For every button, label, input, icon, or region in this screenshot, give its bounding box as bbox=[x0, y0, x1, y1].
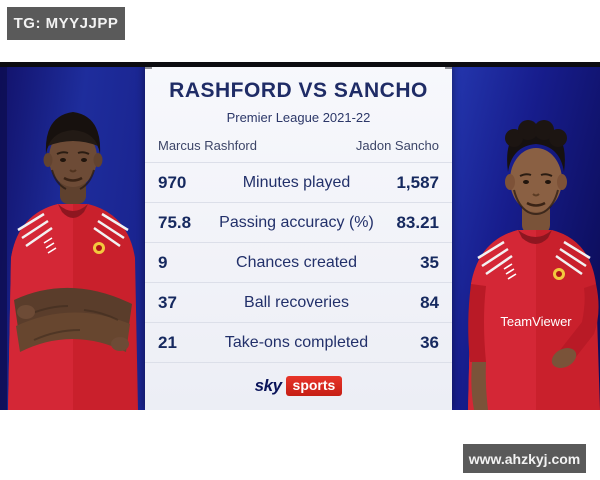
left-player-name: Marcus Rashford bbox=[158, 138, 257, 153]
sancho-value: 35 bbox=[420, 252, 439, 272]
adidas-mark bbox=[43, 237, 57, 254]
page-subtitle: Premier League 2021-22 bbox=[226, 110, 371, 125]
sky-logo-text: sky bbox=[254, 376, 282, 395]
sancho-value: 1,587 bbox=[396, 172, 439, 192]
sancho-value: 83.21 bbox=[396, 212, 439, 232]
player-names-row: Marcus Rashford Jadon Sancho bbox=[158, 138, 439, 153]
watermark-top-text: TG: MYYJJPP bbox=[13, 15, 119, 32]
table-row: 37 Ball recoveries 84 bbox=[145, 282, 452, 322]
stat-label: Chances created bbox=[236, 253, 357, 271]
watermark-badge-bottom: www.ahzkyj.com bbox=[463, 444, 586, 473]
stat-label: Take-ons completed bbox=[224, 333, 369, 351]
sancho-value: 84 bbox=[420, 292, 439, 312]
stat-label: Ball recoveries bbox=[244, 293, 349, 311]
table-row: 75.8 Passing accuracy (%) 83.21 bbox=[145, 202, 452, 242]
infographic: TeamViewer RASHFORD VS SANCHO Premier Le… bbox=[0, 62, 600, 410]
sancho-illustration: TeamViewer bbox=[452, 62, 600, 410]
stat-label: Passing accuracy (%) bbox=[219, 213, 374, 231]
rashford-value: 37 bbox=[158, 292, 177, 312]
watermark-bottom-text: www.ahzkyj.com bbox=[468, 450, 581, 467]
adidas-mark bbox=[503, 263, 517, 280]
sports-logo-badge: sports bbox=[285, 376, 343, 396]
stats-panel: RASHFORD VS SANCHO Premier League 2021-2… bbox=[145, 62, 452, 410]
page-title: RASHFORD VS SANCHO bbox=[169, 79, 428, 102]
rashford-photo bbox=[0, 62, 146, 410]
rashford-value: 75.8 bbox=[158, 212, 192, 232]
rashford-value: 970 bbox=[158, 172, 187, 192]
right-player-name: Jadon Sancho bbox=[355, 138, 439, 153]
watermark-badge-top: TG: MYYJJPP bbox=[7, 7, 125, 40]
rashford-illustration bbox=[0, 62, 146, 410]
table-row: 21 Take-ons completed 36 bbox=[145, 322, 452, 363]
stat-label: Minutes played bbox=[242, 173, 351, 191]
sky-sports-logo: sky sports bbox=[145, 376, 452, 396]
table-row: 970 Minutes played 1,587 bbox=[145, 162, 452, 202]
rashford-value: 9 bbox=[158, 252, 168, 272]
jersey-sponsor-text: TeamViewer bbox=[500, 314, 572, 329]
stats-table: 970 Minutes played 1,587 75.8 Passing ac… bbox=[145, 162, 452, 363]
sancho-photo: TeamViewer bbox=[452, 62, 600, 410]
rashford-value: 21 bbox=[158, 332, 177, 352]
sancho-value: 36 bbox=[420, 332, 439, 352]
table-row: 9 Chances created 35 bbox=[145, 242, 452, 282]
top-border-strip bbox=[0, 62, 600, 67]
